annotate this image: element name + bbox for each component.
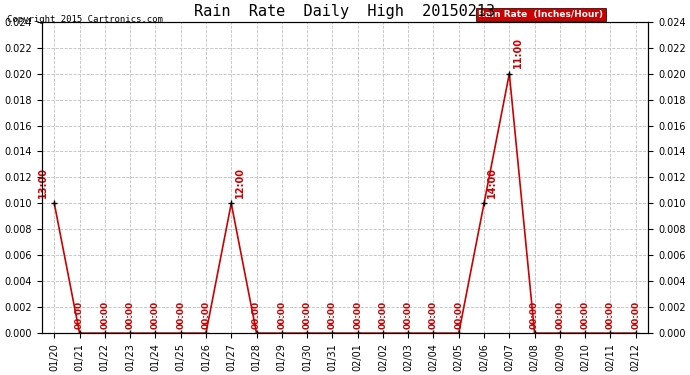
Text: 00:00: 00:00 bbox=[404, 301, 413, 329]
Text: 00:00: 00:00 bbox=[631, 301, 640, 329]
Text: 13:00: 13:00 bbox=[38, 167, 48, 198]
Text: 00:00: 00:00 bbox=[176, 301, 185, 329]
Text: 00:00: 00:00 bbox=[328, 301, 337, 329]
Text: 11:00: 11:00 bbox=[513, 37, 522, 68]
Text: 00:00: 00:00 bbox=[606, 301, 615, 329]
Text: 00:00: 00:00 bbox=[530, 301, 539, 329]
Text: 00:00: 00:00 bbox=[378, 301, 387, 329]
Text: 00:00: 00:00 bbox=[201, 301, 210, 329]
Text: 00:00: 00:00 bbox=[151, 301, 160, 329]
Text: 00:00: 00:00 bbox=[555, 301, 564, 329]
Text: 00:00: 00:00 bbox=[429, 301, 438, 329]
Text: 00:00: 00:00 bbox=[581, 301, 590, 329]
Text: Copyright 2015 Cartronics.com: Copyright 2015 Cartronics.com bbox=[7, 15, 163, 24]
Text: 12:00: 12:00 bbox=[235, 167, 244, 198]
Text: 00:00: 00:00 bbox=[277, 301, 286, 329]
Text: Rain Rate  (Inches/Hour): Rain Rate (Inches/Hour) bbox=[478, 10, 604, 19]
Text: 00:00: 00:00 bbox=[75, 301, 84, 329]
Text: 00:00: 00:00 bbox=[454, 301, 463, 329]
Title: Rain  Rate  Daily  High  20150213: Rain Rate Daily High 20150213 bbox=[195, 4, 495, 19]
Text: 00:00: 00:00 bbox=[303, 301, 312, 329]
Text: 14:00: 14:00 bbox=[487, 167, 497, 198]
Text: 00:00: 00:00 bbox=[353, 301, 362, 329]
Text: 00:00: 00:00 bbox=[100, 301, 109, 329]
Text: 00:00: 00:00 bbox=[126, 301, 135, 329]
Text: 00:00: 00:00 bbox=[252, 301, 261, 329]
